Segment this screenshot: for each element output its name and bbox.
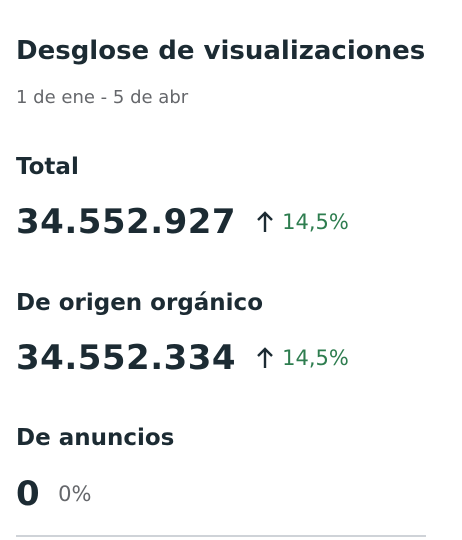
metric-row: 34.552.334 14,5% (16, 338, 349, 378)
metric-change: 14,5% (256, 210, 349, 234)
metric-value: 34.552.334 (16, 338, 237, 378)
metric-value: 0 (16, 474, 41, 514)
metric-label: De anuncios (16, 425, 175, 451)
metric-label: Total (16, 154, 79, 180)
change-text: 14,5% (282, 210, 349, 234)
change-text: 0% (58, 482, 92, 506)
date-range: 1 de ene - 5 de abr (16, 87, 189, 108)
metric-value: 34.552.927 (16, 202, 237, 242)
up-arrow (257, 347, 273, 368)
metric-label: De origen orgánico (16, 290, 263, 316)
metric-row: 0 0% (16, 474, 92, 514)
title: Desglose de visualizaciones (16, 36, 426, 66)
divider (16, 535, 426, 537)
up-arrow (257, 211, 273, 232)
metric-change: 14,5% (256, 346, 349, 370)
metric-row: 34.552.927 14,5% (16, 202, 349, 242)
change-text: 14,5% (282, 346, 349, 370)
